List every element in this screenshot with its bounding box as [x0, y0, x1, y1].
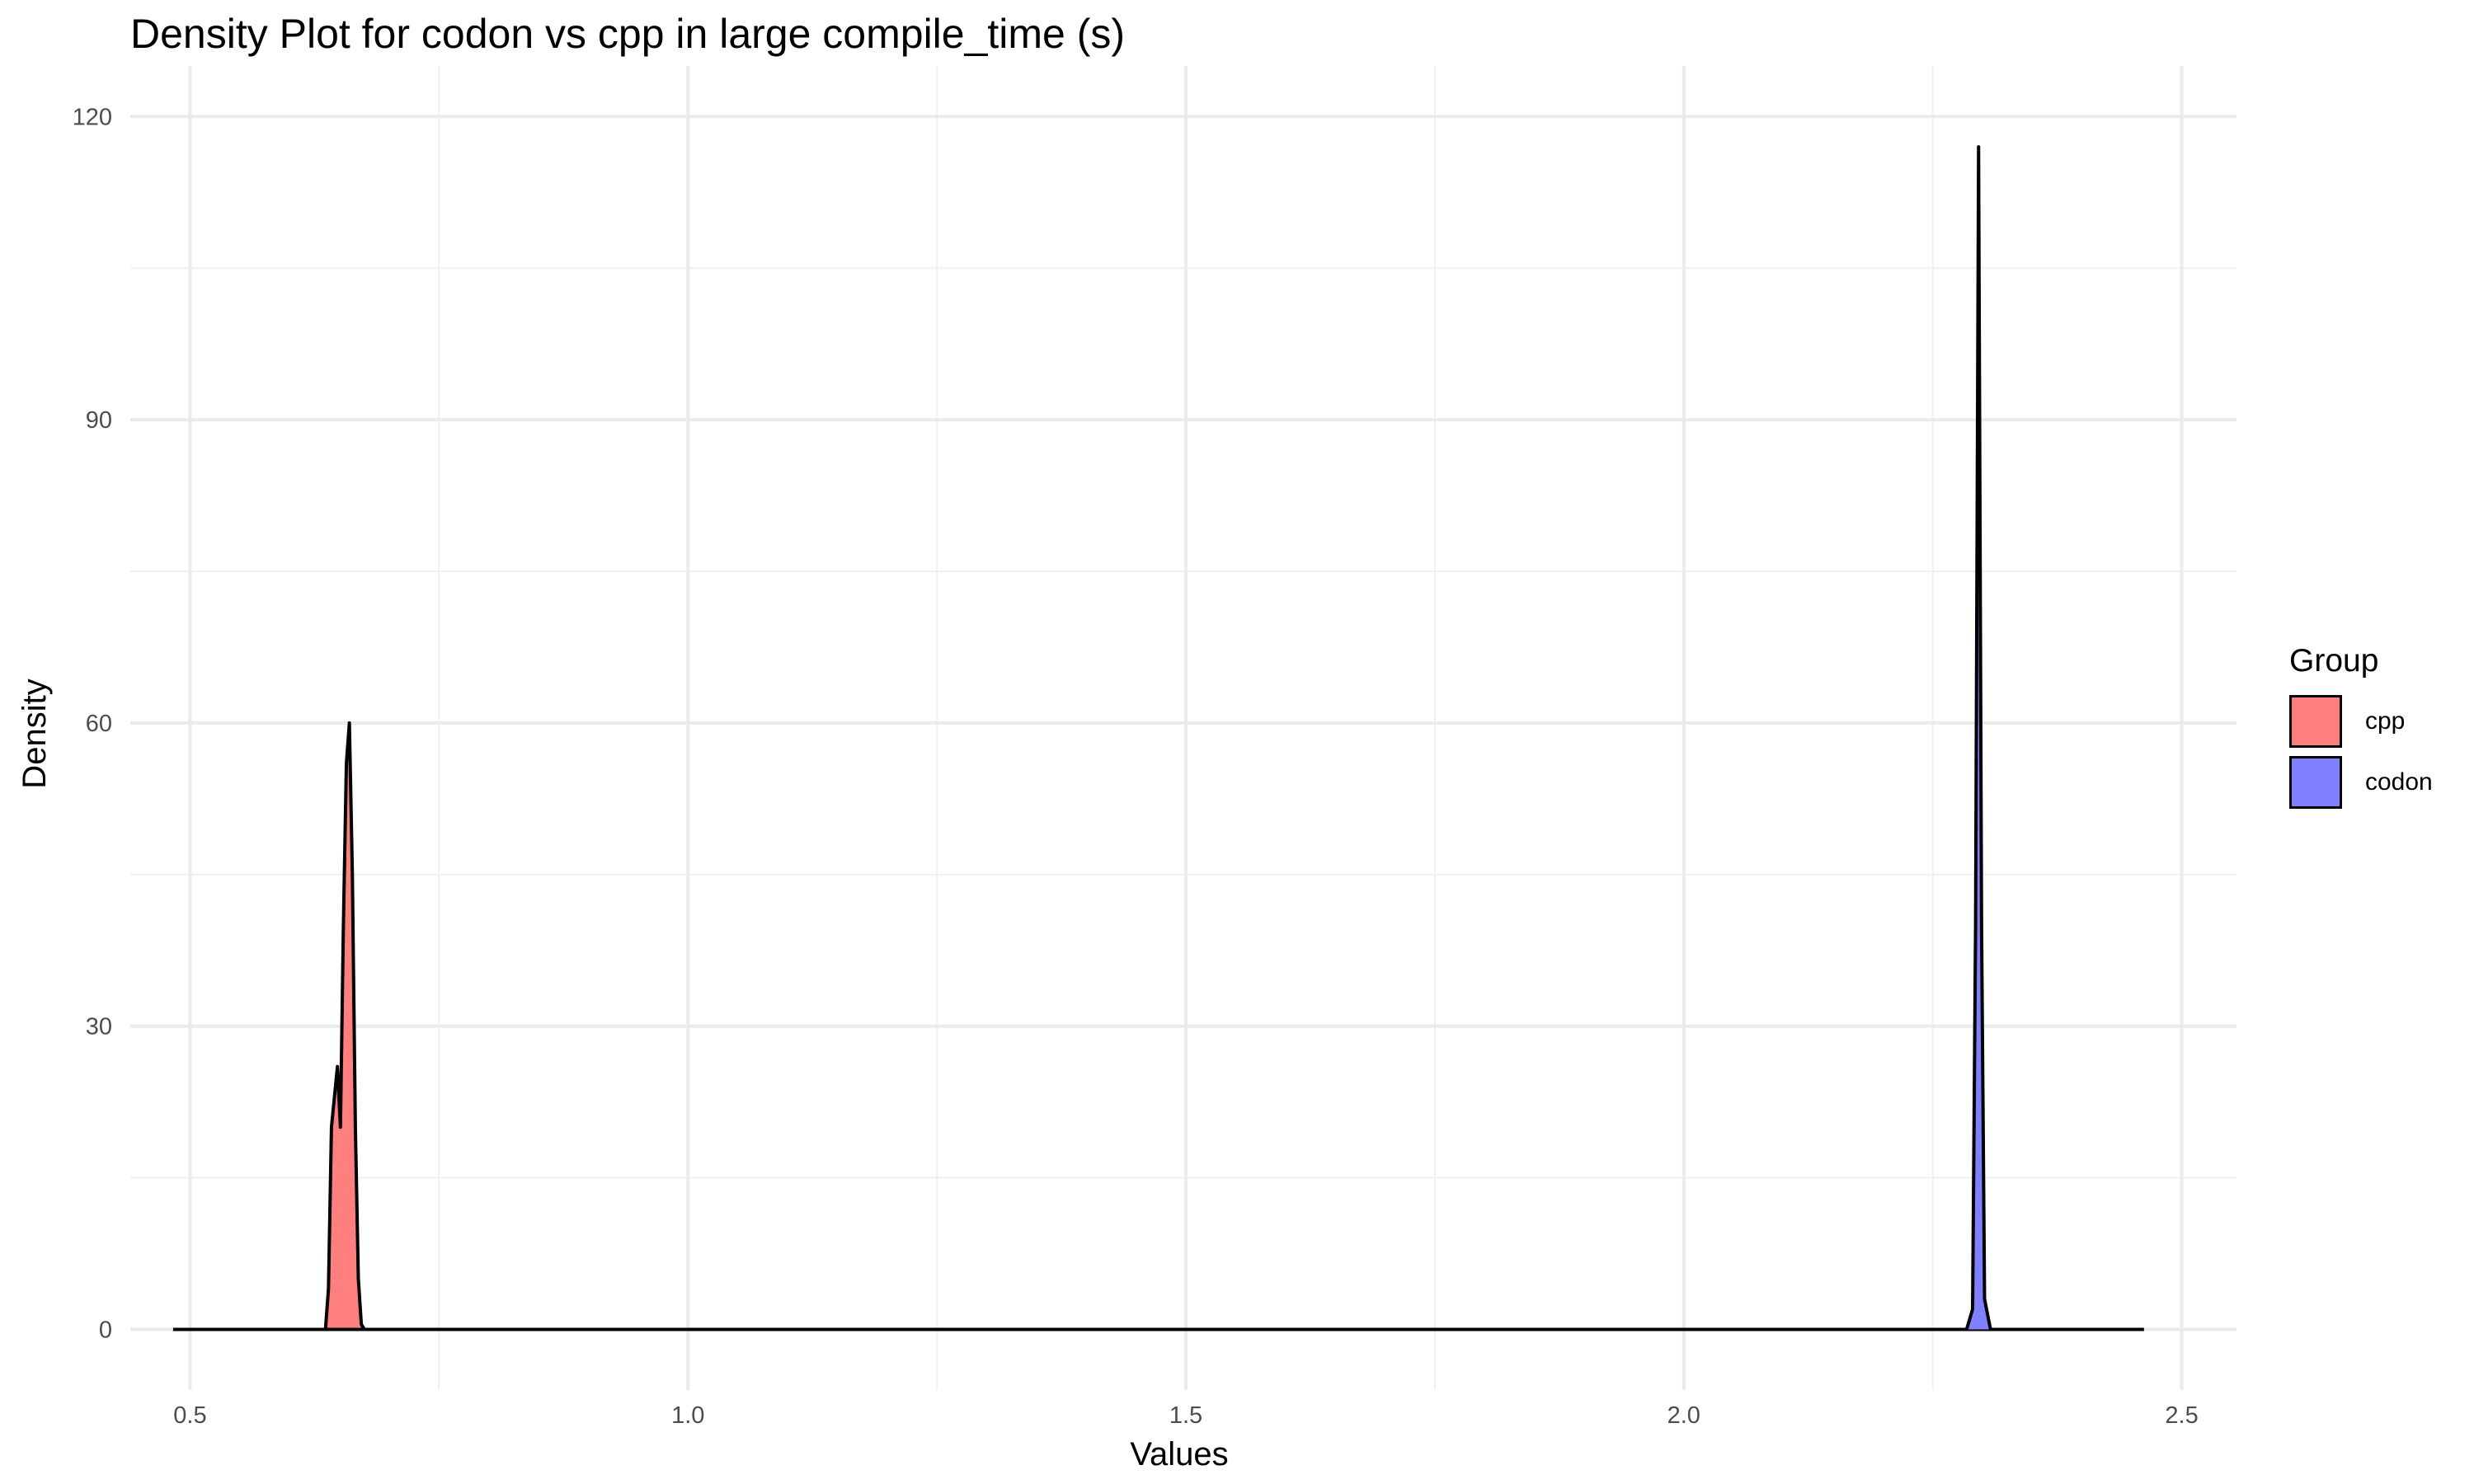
- y-tick-label: 0: [99, 1317, 112, 1343]
- x-tick-label: 0.5: [173, 1402, 206, 1429]
- legend: Group cpp codon: [2289, 643, 2433, 813]
- legend-label-codon: codon: [2365, 768, 2433, 796]
- x-tick-label: 1.5: [1169, 1402, 1202, 1429]
- legend-key-cpp: [2289, 695, 2342, 748]
- density-areas: [172, 145, 2144, 1331]
- legend-key-codon: [2289, 756, 2342, 809]
- grid-lines: [130, 66, 2236, 1390]
- density-line-cpp: [172, 721, 2144, 1331]
- y-tick-label: 90: [86, 407, 112, 434]
- chart-title: Density Plot for codon vs cpp in large c…: [130, 11, 1126, 57]
- x-tick-label: 2.5: [2165, 1402, 2198, 1429]
- density-line-codon: [172, 145, 2144, 1331]
- x-tick-label: 2.0: [1667, 1402, 1700, 1429]
- y-axis-title: Density: [16, 679, 53, 788]
- density-area-codon: [172, 147, 2144, 1330]
- y-axis-ticks: 0 30 60 90 120: [73, 104, 112, 1343]
- y-tick-label: 60: [86, 711, 112, 737]
- legend-item-cpp: cpp: [2289, 691, 2433, 752]
- y-tick-label: 120: [73, 104, 112, 130]
- x-axis-title: Values: [1130, 1436, 1228, 1472]
- x-tick-label: 1.0: [671, 1402, 704, 1429]
- y-tick-label: 30: [86, 1014, 112, 1040]
- legend-title: Group: [2289, 643, 2379, 679]
- x-axis-ticks: 0.5 1.0 1.5 2.0 2.5: [173, 1402, 2198, 1429]
- legend-item-codon: codon: [2289, 752, 2433, 813]
- legend-label-cpp: cpp: [2365, 707, 2406, 735]
